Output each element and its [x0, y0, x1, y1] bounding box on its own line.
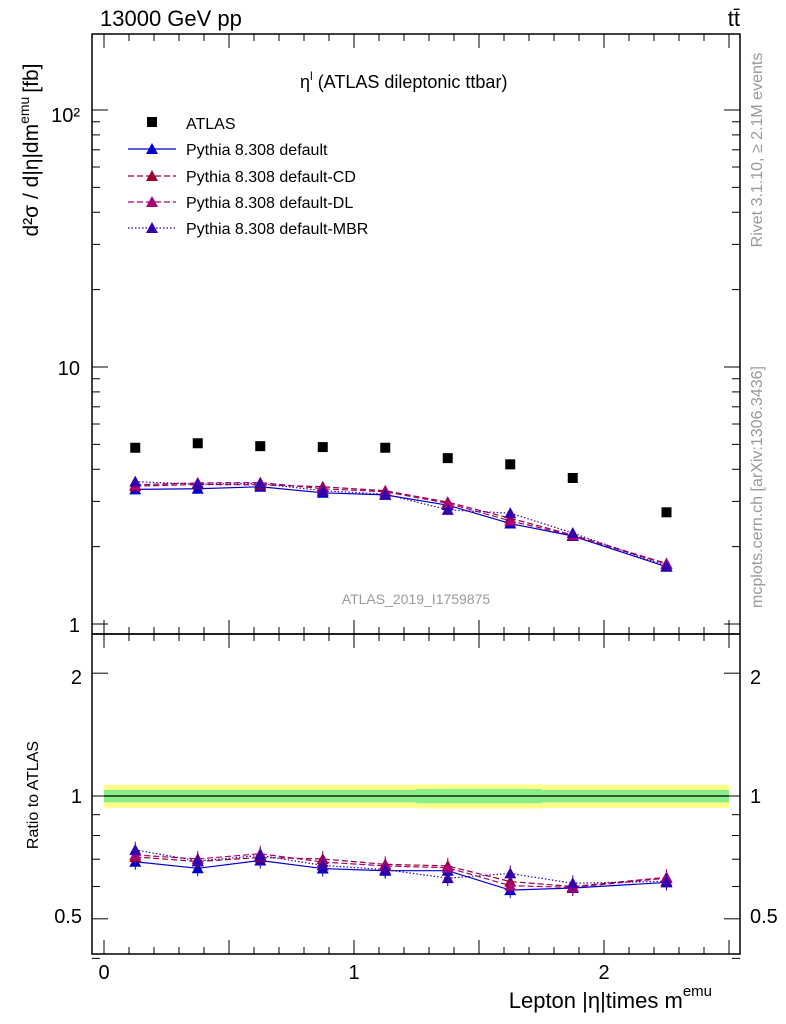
point-default-mbr [504, 507, 517, 519]
legend-marker-default-dl [146, 196, 158, 207]
y-tick-label-1: 1 [69, 615, 80, 637]
plot-title-eta: η [300, 72, 310, 92]
y-tick-label-100: 10² [51, 105, 80, 127]
ratio-point-default-mbr [660, 875, 673, 887]
legend-marker-default-cd [146, 170, 158, 181]
x-axis-label-main: Lepton |η|times m [509, 988, 683, 1013]
legend-label-atlas: ATLAS [186, 116, 236, 133]
y-axis-label-main: d²σ / d|η|dm [20, 124, 43, 237]
point-default-mbr [379, 488, 392, 500]
analysis-label: ATLAS_2019_I1759875 [342, 591, 491, 607]
ratio-point-default-mbr [566, 877, 579, 889]
ratio-point-default-mbr [316, 859, 329, 871]
legend-marker-atlas [147, 117, 157, 127]
y-tick-label-10: 10 [58, 358, 80, 380]
x-tick-label-0: 0 [98, 962, 109, 984]
x-tick-label-2: 2 [598, 962, 609, 984]
x-axis-label: Lepton |η|times memu [509, 983, 712, 1013]
ratio-tick-label-1: 1 [71, 786, 82, 808]
y-axis-label-unit: [fb] [20, 64, 43, 93]
point-default-mbr [254, 477, 267, 489]
point-atlas [192, 438, 203, 449]
mcplots-label: mcplots.cern.ch [arXiv:1306.3436] [749, 366, 766, 608]
y-axis-label: d²σ / d|η|dmemu [fb] [16, 64, 43, 237]
series-line-default-dl [135, 481, 667, 565]
axis-ticks [92, 34, 740, 959]
series-line-default-cd [135, 483, 667, 565]
legend-label-default-cd: Pythia 8.308 default-CD [186, 169, 356, 186]
ratio-point-default-mbr [254, 849, 267, 861]
point-default-mbr [316, 484, 329, 496]
plot-title-sup: l [310, 69, 313, 83]
point-default-mbr [441, 503, 454, 515]
plot-title: ηl (ATLAS dileptonic ttbar) [300, 69, 507, 92]
ratio-point-default-dl [441, 861, 454, 873]
ratio-plot-frame [91, 633, 741, 955]
data-series [129, 438, 673, 899]
ratio-point-default-mbr [191, 854, 204, 866]
point-default-mbr [660, 560, 673, 572]
point-atlas [380, 442, 391, 453]
point-default-mbr [566, 526, 579, 538]
series-line-default [135, 486, 667, 568]
ratio-line-default-dl [135, 853, 667, 889]
point-atlas [255, 441, 266, 452]
series-line-default-mbr [135, 481, 667, 567]
point-default-dl [504, 514, 517, 526]
legend-marker-default [146, 143, 158, 154]
ratio-band [104, 784, 729, 809]
ratio-tick-label-0-5: 0.5 [54, 906, 82, 928]
y-axis-label-sup: emu [16, 97, 32, 124]
point-atlas [661, 507, 672, 518]
ratio-point-default-dl [504, 879, 517, 891]
ratio-axis-label: Ratio to ATLAS [25, 741, 42, 849]
point-atlas [130, 442, 141, 453]
point-atlas [317, 442, 328, 453]
ratio-point-default-mbr [504, 867, 517, 879]
energy-label: 13000 GeV pp [100, 6, 242, 31]
legend: ATLAS Pythia 8.308 default Pythia 8.308 … [128, 116, 368, 238]
ratio-tick-label-0-5-right: 0.5 [750, 906, 778, 928]
ratio-tick-label-1-right: 1 [750, 786, 761, 808]
point-default-mbr [191, 478, 204, 490]
rivet-label: Rivet 3.1.10, ≥ 2.1M events [749, 53, 766, 248]
point-atlas [505, 459, 516, 470]
x-tick-label-1: 1 [348, 962, 359, 984]
legend-label-default-dl: Pythia 8.308 default-DL [186, 195, 353, 212]
ratio-tick-label-2-right: 2 [750, 667, 761, 689]
ratio-line-default-cd [135, 856, 667, 888]
point-atlas [442, 453, 453, 464]
ratio-tick-label-2: 2 [71, 667, 82, 689]
ratio-point-default-mbr [129, 843, 142, 855]
point-atlas [567, 472, 578, 483]
legend-marker-default-mbr [146, 222, 158, 233]
process-label: tt̄ [728, 6, 740, 31]
legend-label-default: Pythia 8.308 default [186, 142, 328, 159]
point-default-dl [441, 497, 454, 509]
legend-label-default-mbr: Pythia 8.308 default-MBR [186, 221, 368, 238]
point-default-mbr [129, 475, 142, 487]
x-axis-label-sup: emu [683, 983, 712, 1000]
plot-title-rest: (ATLAS dileptonic ttbar) [313, 72, 508, 92]
ratio-point-default-mbr [441, 872, 454, 884]
ratio-point-default-mbr [379, 863, 392, 875]
